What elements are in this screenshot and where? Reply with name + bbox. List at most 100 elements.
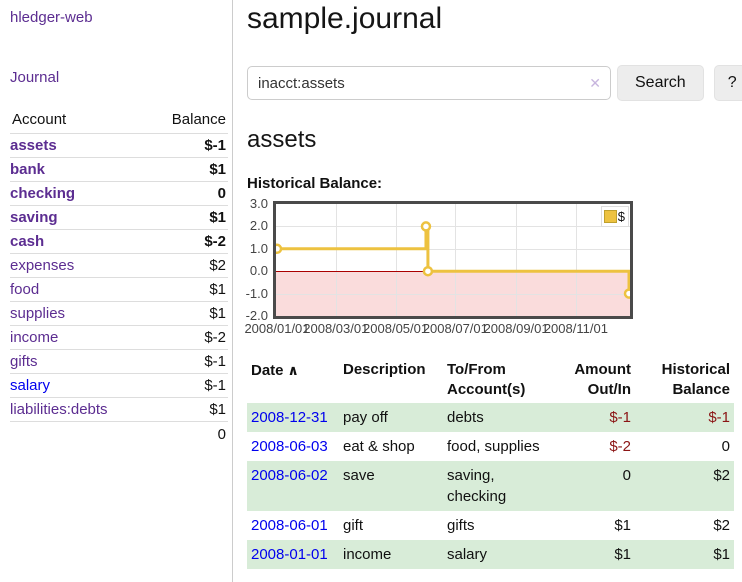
transaction-description: gift — [343, 517, 364, 534]
historical-balance-chart[interactable]: 3.0 2.0 1.0 0.0 -1.0 -2.0 $ 2008/01/01 2008/03… — [244, 196, 635, 339]
brand-link[interactable]: hledger-web — [10, 9, 93, 26]
account-link[interactable]: supplies — [10, 305, 66, 322]
register-header-description: Description — [343, 361, 426, 378]
transaction-date-link[interactable]: 2008-01-01 — [251, 546, 328, 563]
main-content: sample.journal ✕ Search ? assets Histori… — [233, 0, 742, 582]
chart-negative-region — [276, 271, 630, 316]
chart-y-tick-label: 3.0 — [249, 196, 268, 211]
chart-data-point[interactable] — [420, 221, 432, 232]
transaction-accounts: salary — [447, 546, 488, 563]
transaction-amount: $1 — [614, 546, 631, 563]
transaction-row[interactable]: 2008-06-03 eat & shop food, supplies $-2 0 — [247, 432, 734, 461]
search-button[interactable]: Search — [617, 65, 704, 101]
account-row: income $-2 — [10, 325, 228, 350]
transaction-row[interactable]: 2008-06-01 gift gifts $1 $2 — [247, 511, 734, 540]
register-header-row: Date ∧ Description To/From Account(s) Amount… — [247, 357, 734, 403]
transaction-balance: $1 — [713, 546, 730, 563]
chart-y-tick-label: 2.0 — [249, 218, 268, 234]
legend-series-label: $ — [617, 209, 625, 224]
transaction-row[interactable]: 2008-12-31 pay off debts $-1 $-1 — [247, 403, 734, 432]
chart-x-tick-label: 2008/05/01 — [363, 321, 429, 336]
search-input[interactable] — [247, 66, 611, 100]
chart-gridline — [335, 204, 337, 316]
account-row: gifts $-1 — [10, 349, 228, 374]
transaction-date-link[interactable]: 2008-06-01 — [251, 517, 328, 534]
transaction-accounts: food, supplies — [447, 438, 540, 455]
clear-search-icon[interactable]: ✕ — [589, 75, 601, 91]
chart-data-point[interactable] — [623, 288, 630, 299]
accounts-header-balance: Balance — [171, 111, 226, 128]
transaction-date-link[interactable]: 2008-06-03 — [251, 438, 328, 455]
chart-x-tick-label: 2008/11/01 — [543, 321, 608, 336]
chart-gridline — [276, 293, 630, 295]
transaction-amount: $1 — [614, 517, 631, 534]
account-link[interactable]: gifts — [10, 353, 38, 370]
chart-gridline — [276, 226, 630, 228]
account-link[interactable]: food — [10, 281, 40, 298]
legend-swatch-icon — [603, 210, 617, 223]
accounts-header-account: Account — [12, 111, 67, 128]
transaction-date-link[interactable]: 2008-12-31 — [251, 409, 328, 426]
chart-y-tick-label: -2.0 — [245, 308, 268, 323]
accounts-header-row: Account Balance — [10, 107, 228, 134]
chart-gridline — [395, 204, 397, 316]
chart-y-axis: 3.0 2.0 1.0 0.0 -1.0 -2.0 — [246, 196, 273, 323]
chart-plot-area[interactable]: $ — [273, 201, 633, 319]
account-link[interactable]: liabilities:debts — [10, 401, 108, 418]
sidebar-item-journal[interactable]: Journal — [10, 69, 60, 86]
chart-gridline — [575, 204, 577, 316]
account-link[interactable]: cash — [10, 233, 45, 250]
accounts-total-row: 0 — [10, 421, 228, 447]
chart-x-tick-label: 2008/01/01 — [244, 321, 310, 336]
chart-x-tick-label: 2008/07/01 — [422, 321, 488, 336]
account-row: assets $-1 — [10, 133, 228, 158]
account-link[interactable]: checking — [10, 185, 76, 202]
register-header-amount: Amount Out/In — [574, 361, 631, 398]
account-row: cash $-2 — [10, 229, 228, 254]
transaction-row[interactable]: 2008-01-01 income salary $1 $1 — [247, 540, 734, 569]
register-header-accounts: To/From Account(s) — [447, 361, 526, 398]
account-row: saving $1 — [10, 205, 228, 230]
chart-gridline — [516, 204, 518, 316]
chart-y-tick-label: 1.0 — [249, 240, 268, 256]
chart-x-tick-label: 2008/09/01 — [483, 321, 549, 336]
account-balance: $1 — [209, 401, 226, 418]
transaction-balance: $-1 — [708, 409, 730, 426]
transaction-description: income — [343, 546, 392, 563]
search-box: ✕ — [247, 66, 611, 100]
help-button[interactable]: ? — [713, 65, 742, 101]
account-balance: $-2 — [204, 329, 226, 346]
sidebar: hledger-web Journal Account Balance asse… — [0, 0, 233, 582]
accounts-table: Account Balance assets $-1 bank $1 checking 0… — [10, 107, 228, 446]
account-balance: $-1 — [204, 137, 226, 154]
account-link[interactable]: expenses — [10, 257, 75, 274]
transaction-description: pay off — [343, 409, 388, 426]
chart-data-point[interactable] — [422, 265, 434, 277]
account-link[interactable]: assets — [10, 137, 57, 154]
chart-y-tick-label: -1.0 — [245, 285, 268, 301]
account-balance: $2 — [209, 257, 226, 274]
account-row: salary $-1 — [10, 373, 228, 398]
account-link[interactable]: salary — [10, 377, 51, 394]
transaction-balance: 0 — [721, 438, 730, 455]
account-row: supplies $1 — [10, 301, 228, 326]
register-header-balance: Historical Balance — [661, 361, 730, 398]
account-link[interactable]: bank — [10, 161, 46, 178]
accounts-total-spacer — [10, 422, 147, 447]
account-heading: assets — [247, 126, 317, 153]
transaction-date-link[interactable]: 2008-06-02 — [251, 467, 328, 484]
transaction-amount: $-1 — [609, 409, 631, 426]
account-link[interactable]: income — [10, 329, 59, 346]
transaction-balance: $2 — [713, 517, 730, 534]
chart-y-tick-label: 0.0 — [249, 263, 268, 279]
account-link[interactable]: saving — [10, 209, 58, 226]
chart-data-point[interactable] — [276, 243, 283, 255]
chart-gridline — [276, 248, 630, 250]
account-balance: $-1 — [204, 377, 226, 394]
transaction-row[interactable]: 2008-06-02 save saving, checking 0 $2 — [247, 461, 734, 511]
account-row: food $1 — [10, 277, 228, 302]
accounts-total-value: 0 — [217, 426, 226, 443]
account-balance: $1 — [209, 305, 226, 322]
register-header-date[interactable]: Date ∧ — [251, 362, 299, 379]
